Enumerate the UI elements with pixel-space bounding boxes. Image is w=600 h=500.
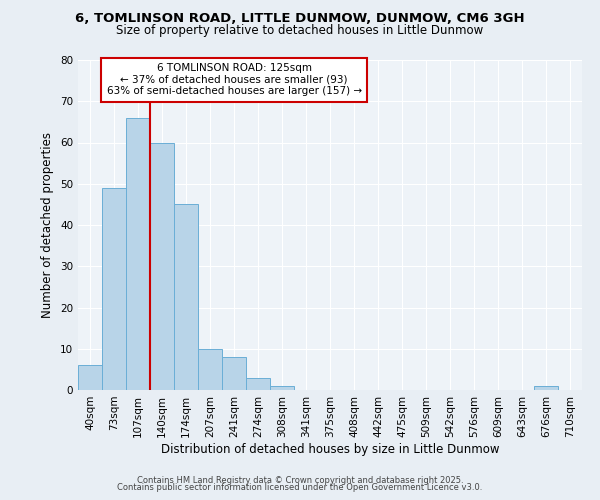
Y-axis label: Number of detached properties: Number of detached properties xyxy=(41,132,55,318)
Text: 6 TOMLINSON ROAD: 125sqm
← 37% of detached houses are smaller (93)
63% of semi-d: 6 TOMLINSON ROAD: 125sqm ← 37% of detach… xyxy=(107,64,362,96)
X-axis label: Distribution of detached houses by size in Little Dunmow: Distribution of detached houses by size … xyxy=(161,442,499,456)
Bar xyxy=(246,378,270,390)
Bar xyxy=(102,188,126,390)
Bar xyxy=(78,365,102,390)
Bar xyxy=(150,142,174,390)
Text: Size of property relative to detached houses in Little Dunmow: Size of property relative to detached ho… xyxy=(116,24,484,37)
Text: Contains HM Land Registry data © Crown copyright and database right 2025.: Contains HM Land Registry data © Crown c… xyxy=(137,476,463,485)
Bar xyxy=(534,386,558,390)
Bar xyxy=(174,204,198,390)
Bar xyxy=(270,386,294,390)
Text: Contains public sector information licensed under the Open Government Licence v3: Contains public sector information licen… xyxy=(118,484,482,492)
Bar xyxy=(126,118,150,390)
Bar xyxy=(198,349,222,390)
Text: 6, TOMLINSON ROAD, LITTLE DUNMOW, DUNMOW, CM6 3GH: 6, TOMLINSON ROAD, LITTLE DUNMOW, DUNMOW… xyxy=(75,12,525,26)
Bar xyxy=(222,357,246,390)
